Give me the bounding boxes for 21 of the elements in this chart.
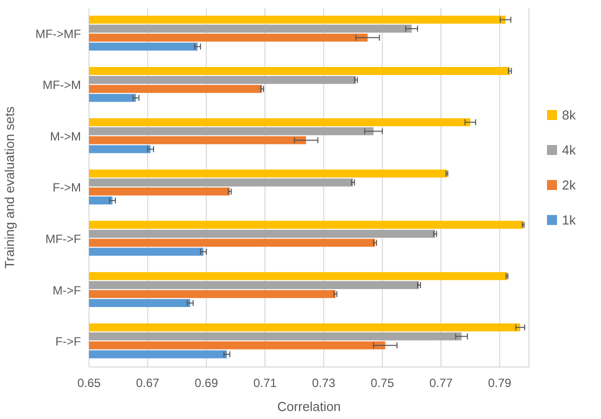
y-tick-label: F->M xyxy=(52,180,81,195)
x-tick-label: 0.67 xyxy=(136,376,160,390)
x-tick-label: 0.65 xyxy=(77,376,101,390)
y-tick-label: MF->MF xyxy=(35,26,81,41)
y-tick-label: MF->F xyxy=(45,232,81,246)
y-tick-label: M->F xyxy=(52,283,81,298)
y-axis-title: Training and evaluation sets xyxy=(2,106,17,269)
legend-label: 2k xyxy=(562,178,576,193)
y-tick-label: F->F xyxy=(55,334,81,349)
x-tick-label: 0.79 xyxy=(488,376,512,390)
legend-label: 1k xyxy=(562,212,576,228)
y-tick-label: MF->M xyxy=(42,78,81,92)
x-tick-label: 0.77 xyxy=(429,376,453,390)
x-tick-label: 0.69 xyxy=(194,376,218,390)
y-tick-label: M->M xyxy=(50,129,81,144)
legend-label: 4k xyxy=(562,142,576,158)
x-axis-title: Correlation xyxy=(277,399,341,414)
x-tick-label: 0.75 xyxy=(370,376,394,390)
legend-label: 8k xyxy=(562,108,576,123)
x-tick-label: 0.71 xyxy=(253,376,277,390)
x-tick-label: 0.73 xyxy=(312,376,336,390)
